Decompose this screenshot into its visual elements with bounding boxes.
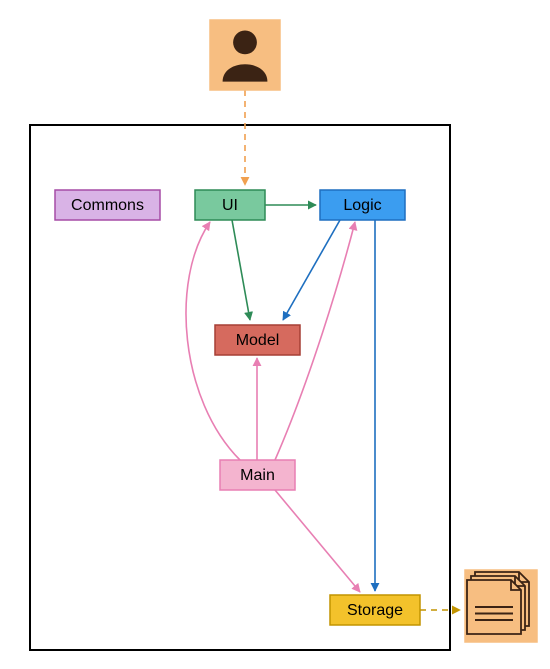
node-main: Main <box>220 460 295 490</box>
label-main: Main <box>240 467 275 484</box>
node-storage: Storage <box>330 595 420 625</box>
node-commons: Commons <box>55 190 160 220</box>
documents-icon <box>465 570 537 642</box>
edge-main-to-storage <box>275 490 360 592</box>
node-logic: Logic <box>320 190 405 220</box>
label-commons: Commons <box>71 197 144 214</box>
architecture-diagram: Commons UI Logic Model Main Storage <box>0 0 550 669</box>
label-logic: Logic <box>343 197 381 214</box>
node-ui: UI <box>195 190 265 220</box>
user-icon <box>210 20 280 90</box>
edge-ui-to-model <box>232 220 250 320</box>
node-model: Model <box>215 325 300 355</box>
label-storage: Storage <box>347 602 403 619</box>
label-model: Model <box>236 332 280 349</box>
label-ui: UI <box>222 197 238 214</box>
